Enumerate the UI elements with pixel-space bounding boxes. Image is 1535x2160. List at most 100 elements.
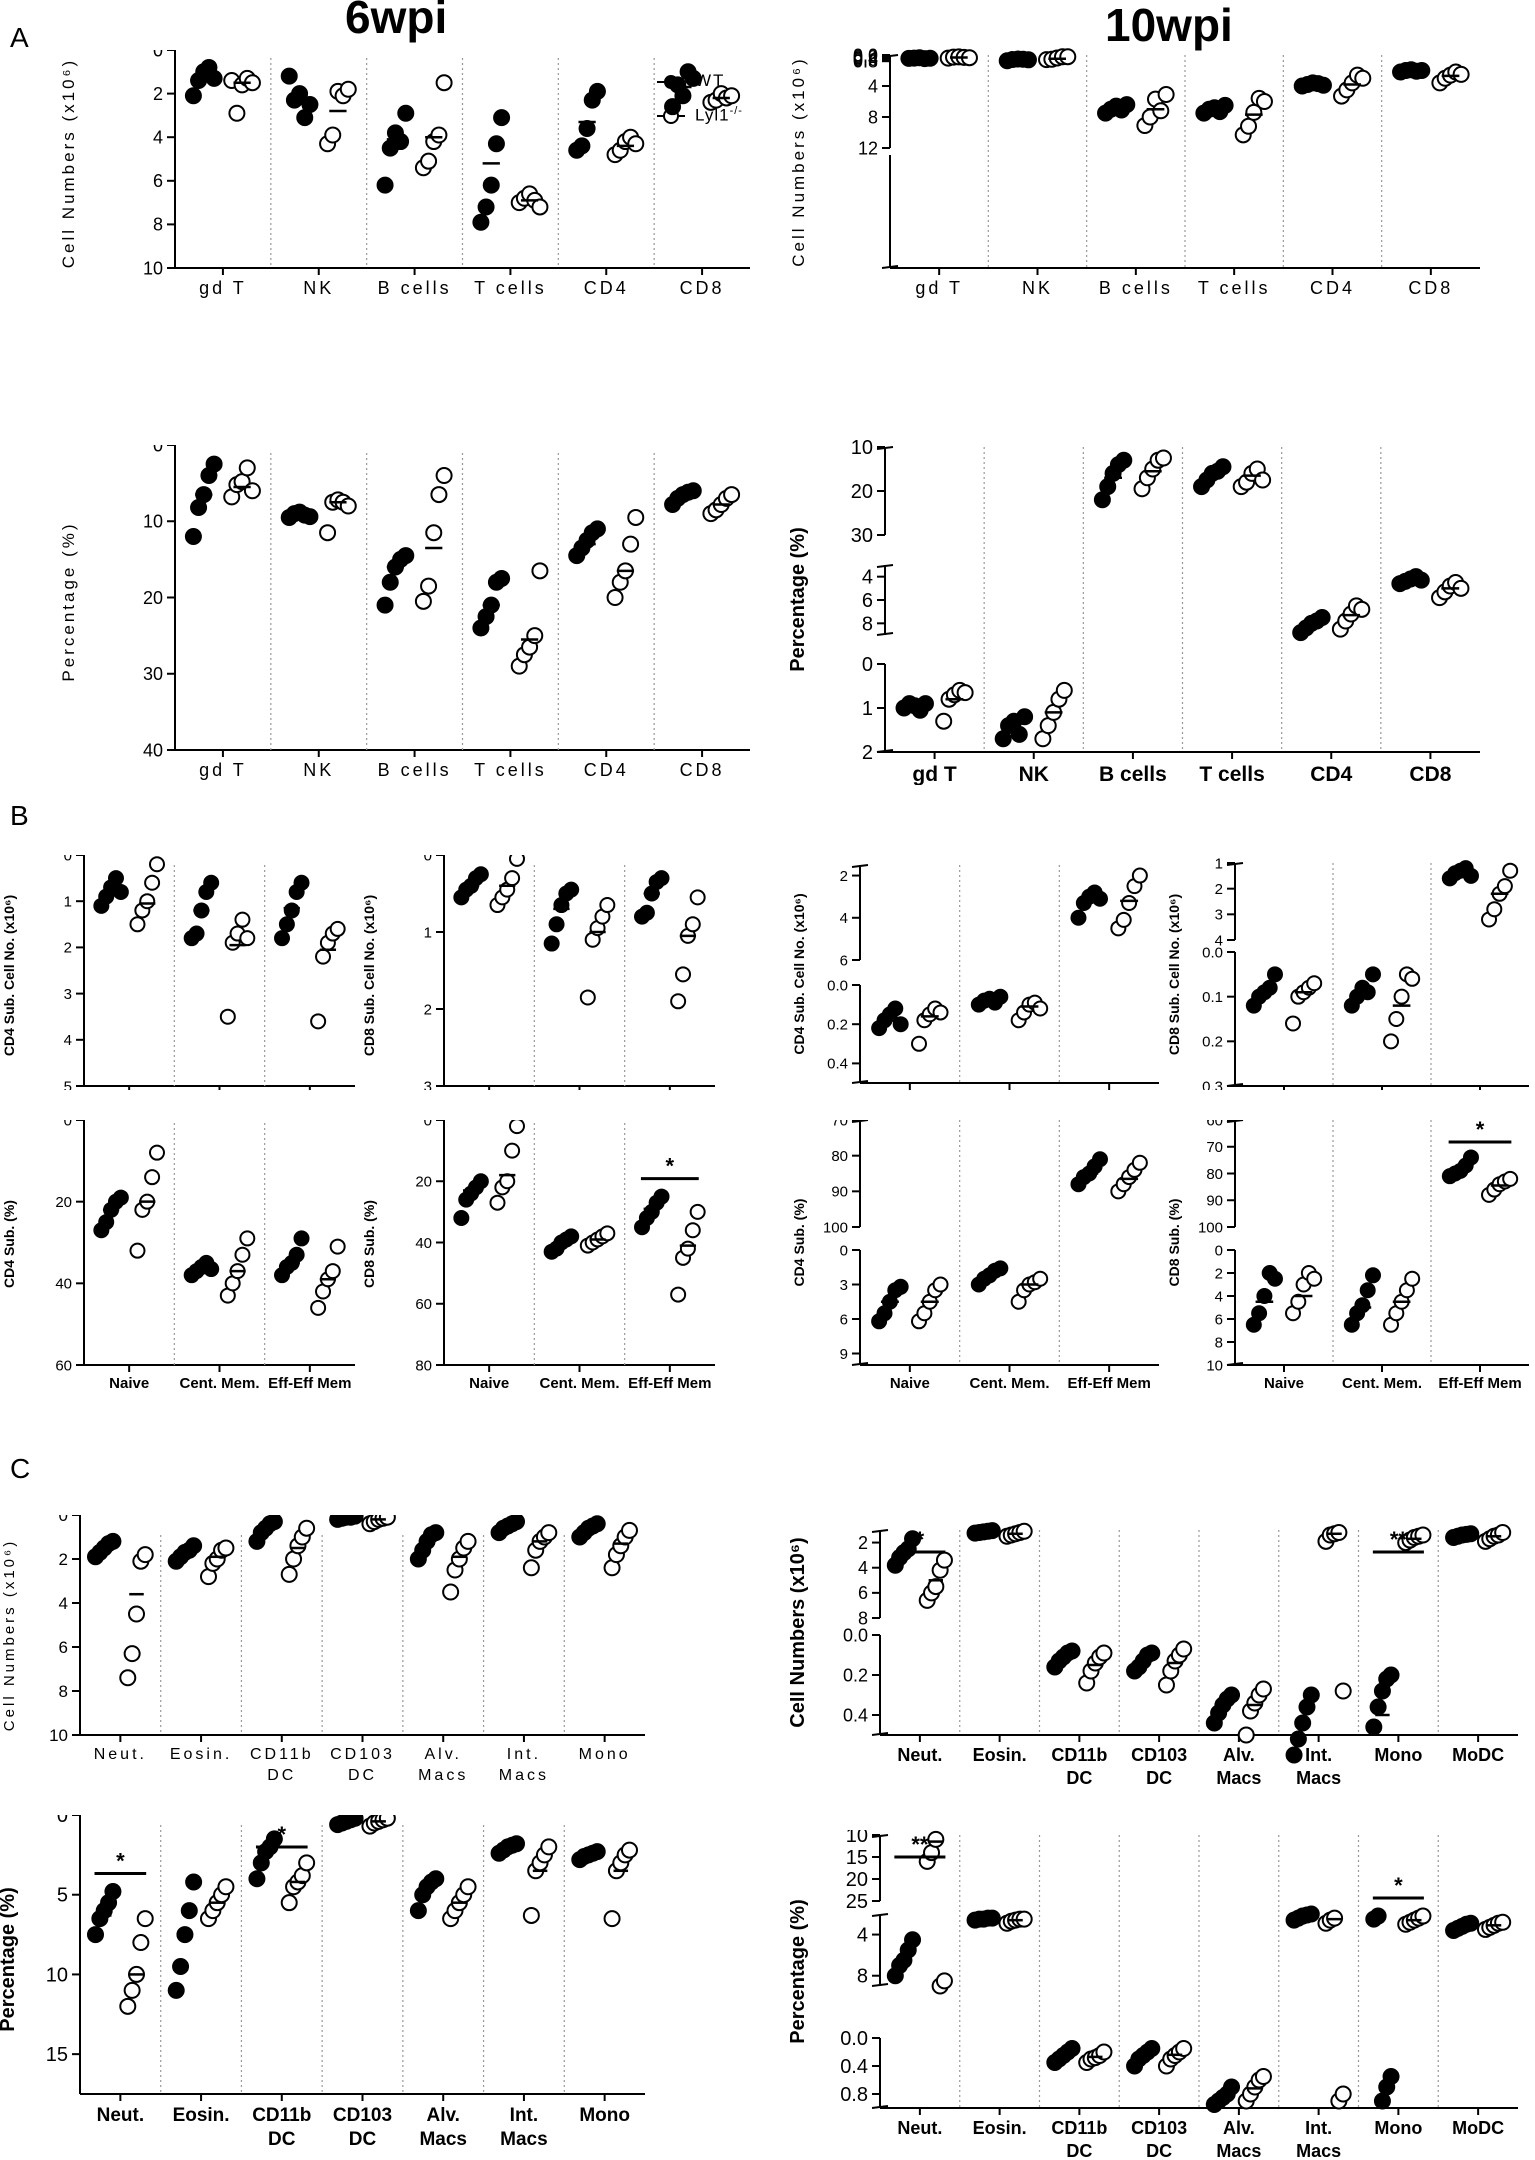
y-tick-label: 4 [840, 910, 848, 927]
data-point [180, 1902, 198, 1920]
series-wt [1245, 860, 1479, 1014]
x-category-label: T cells [1199, 763, 1264, 785]
axis-break [871, 1913, 889, 1917]
x-category-label: Macs [500, 2129, 548, 2150]
x-category-label: DC [349, 2129, 377, 2150]
data-point [185, 1537, 203, 1555]
header-6wpi: 6wpi [345, 0, 448, 43]
x-category-label: CD8 [1408, 278, 1453, 298]
y-tick-label: 0.4 [827, 1056, 848, 1073]
y-axis-label: CD8 Sub. (%) [361, 1200, 377, 1288]
data-point [283, 902, 300, 919]
y-tick-label: 6 [1215, 1311, 1223, 1328]
data-point [1306, 1270, 1323, 1287]
data-point [1354, 1297, 1371, 1314]
data-point [425, 524, 443, 542]
data-point [376, 176, 394, 194]
data-point [1254, 1680, 1272, 1698]
x-category-label: Neut. [897, 2118, 942, 2138]
series-lyl1 [1285, 1170, 1519, 1333]
axis-break [851, 864, 869, 868]
series-lyl1 [939, 48, 1470, 144]
data-point [442, 1583, 460, 1601]
data-point [459, 1532, 477, 1550]
y-tick-label: 1 [862, 698, 873, 720]
y-tick-label: 0.0 [827, 977, 848, 994]
data-point [1214, 458, 1232, 476]
y-tick-label: 0.2 [843, 1665, 868, 1685]
data-point [427, 1524, 445, 1542]
x-category-label: Eosin. [170, 1746, 232, 1763]
data-point [1334, 2085, 1352, 2103]
series-wt [86, 1815, 606, 1999]
y-tick-label: 1 [1215, 855, 1223, 872]
data-point [129, 1242, 146, 1259]
y-tick-label: 6 [59, 1638, 68, 1657]
data-point [508, 1515, 526, 1531]
significance-marker: * [1476, 1120, 1485, 1142]
y-tick-label: 5 [64, 1078, 72, 1090]
data-point [1157, 86, 1175, 104]
data-point [280, 67, 298, 85]
series-wt [184, 58, 702, 231]
header-10wpi: 10wpi [1105, 0, 1233, 51]
y-tick-label: 0 [424, 1120, 432, 1129]
data-point [1015, 1522, 1033, 1540]
data-point [723, 87, 741, 105]
series-lyl1 [918, 1522, 1512, 1744]
y-tick-label: 20 [851, 481, 873, 503]
data-point [346, 1815, 364, 1827]
data-point [911, 1035, 928, 1052]
data-point [1313, 609, 1331, 626]
y-tick-label: 70 [1206, 1139, 1223, 1156]
y-tick-label: 6 [153, 171, 163, 191]
significance-marker: * [916, 1527, 925, 1552]
data-point [1302, 1905, 1320, 1923]
y-tick-label: 0 [1215, 1242, 1223, 1259]
x-category-label: Eosin. [973, 2118, 1027, 2138]
y-tick-label: 2 [858, 1533, 868, 1553]
x-category-label: CD8 [1409, 763, 1451, 785]
data-point [1223, 2078, 1241, 2096]
y-axis: 0.0 0.2 0.4 2 4 6 8 [843, 1529, 889, 1736]
x-category-label: Macs [1216, 1768, 1261, 1788]
y-tick-label: 0.3 [1202, 1078, 1223, 1090]
series-lyl1 [918, 1830, 1512, 2110]
x-category-label: DC [1066, 1768, 1092, 1788]
x-category-label: Mono [579, 2105, 630, 2126]
x-category-label: gd T [199, 760, 247, 780]
y-axis: 0.0 0.1 0.2 0.3 1 2 3 4 [1202, 855, 1244, 1090]
x-category-label: CD11b [250, 1746, 314, 1763]
data-point [522, 1906, 540, 1924]
data-point [1131, 867, 1148, 884]
data-point [119, 1997, 137, 2015]
x-category-label: CD8 [680, 760, 725, 780]
x-category-label: Alv. [1223, 2118, 1255, 2138]
x-category-label: B cells [1099, 763, 1167, 785]
data-point [684, 1222, 701, 1239]
data-point [723, 486, 741, 504]
data-point [228, 104, 246, 122]
data-point [1216, 96, 1234, 114]
chart-b8: 0 2 4 6 8 10 60 70 80 90 100 CD8 Sub. (%) Naive Cent.… [1166, 1120, 1529, 1392]
data-point [243, 482, 261, 500]
x-category-label: Int. [1305, 1745, 1332, 1765]
data-point [188, 925, 205, 942]
y-axis-label: CD4 Sub. (%) [1, 1200, 17, 1288]
series-lyl1 [935, 449, 1470, 748]
y-tick-label: 0.8 [853, 52, 878, 72]
x-category-label: Eff-Eff Mem [1438, 1375, 1521, 1392]
data-point [477, 198, 495, 216]
x-category-label: CD11b [1051, 1745, 1107, 1765]
data-point [1494, 1913, 1512, 1931]
y-tick-label: 0.8 [840, 2084, 868, 2106]
y-tick-label: 20 [846, 1869, 868, 1891]
x-category-label: B cells [1099, 278, 1173, 298]
data-point [104, 1883, 122, 1901]
data-point [1382, 2068, 1400, 2085]
data-point [144, 874, 161, 891]
data-point [1496, 878, 1513, 895]
x-category-label: CD103 [1131, 2118, 1187, 2138]
data-point [1388, 1011, 1405, 1027]
data-point [493, 109, 511, 127]
